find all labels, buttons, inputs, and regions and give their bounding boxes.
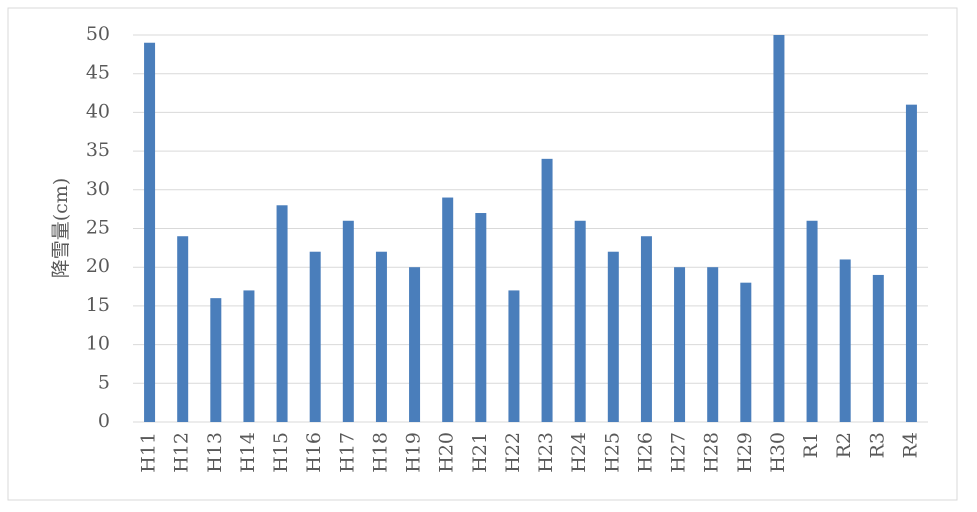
x-tick-label: H19 (403, 432, 425, 473)
x-tick-label: H28 (701, 432, 723, 473)
x-tick-label: H12 (171, 432, 193, 473)
bar (773, 35, 785, 422)
x-tick-label: H26 (634, 432, 656, 473)
y-tick-label: 30 (86, 178, 110, 200)
bar (442, 197, 454, 422)
x-tick-label: H11 (138, 432, 160, 473)
y-tick-label: 35 (86, 139, 110, 161)
y-axis-title: 降雪量(cm) (50, 178, 72, 278)
bar (872, 274, 884, 422)
bar (740, 282, 752, 422)
bar (905, 104, 917, 422)
bar (674, 267, 686, 422)
x-tick-label: R2 (833, 432, 855, 458)
bar (839, 259, 851, 422)
bar (574, 220, 586, 422)
y-tick-label: 50 (86, 23, 110, 45)
y-tick-label: 45 (86, 62, 110, 84)
bar (243, 290, 255, 422)
x-tick-label: H20 (436, 432, 458, 473)
x-tick-label: H27 (668, 432, 690, 473)
x-tick-label: H25 (601, 432, 623, 473)
y-tick-label: 0 (98, 410, 110, 432)
x-tick-label: H13 (204, 432, 226, 473)
y-tick-label: 15 (86, 294, 110, 316)
x-tick-label: R4 (899, 432, 921, 458)
x-tick-label: H24 (568, 432, 590, 473)
y-tick-label: 20 (86, 255, 110, 277)
bar (409, 267, 421, 422)
x-tick-label: R1 (800, 432, 822, 458)
bar (177, 236, 189, 422)
x-tick-label: R3 (866, 432, 888, 458)
y-tick-label: 25 (86, 217, 110, 239)
y-tick-label: 10 (86, 333, 110, 355)
x-tick-label: H30 (767, 432, 789, 473)
x-tick-label: H23 (535, 432, 557, 473)
bar (210, 298, 222, 422)
bar (342, 220, 354, 422)
x-tick-label: H18 (369, 432, 391, 473)
bar (508, 290, 520, 422)
x-tick-label: H15 (270, 432, 292, 473)
bar (375, 251, 387, 422)
x-tick-label: H21 (469, 432, 491, 473)
y-tick-label: 40 (86, 100, 110, 122)
x-tick-label: H22 (502, 432, 524, 473)
bar (707, 267, 719, 422)
x-tick-label: H17 (336, 432, 358, 473)
bar (475, 213, 487, 422)
y-tick-label: 5 (98, 371, 110, 393)
bar (607, 251, 619, 422)
bar (276, 205, 288, 422)
x-tick-label: H16 (303, 432, 325, 473)
x-tick-label: H29 (734, 432, 756, 473)
bar (806, 220, 818, 422)
bar (309, 251, 321, 422)
bar (541, 158, 553, 422)
bar (144, 42, 156, 423)
x-tick-label: H14 (237, 432, 259, 473)
bar (640, 236, 652, 422)
